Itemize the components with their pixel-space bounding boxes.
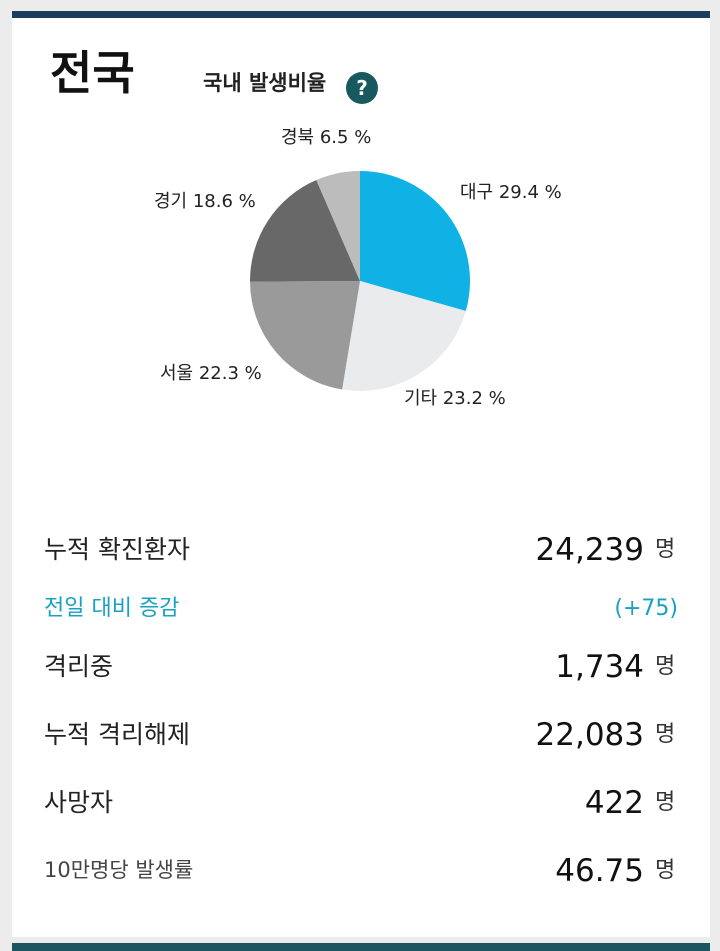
rate-value: 46.75 [555,853,644,889]
rate-label: 10만명당 발생률 [44,858,194,882]
stats-card [12,12,710,937]
change-value: (+75) [614,596,678,621]
slice-label-seoul: 서울 22.3 % [160,363,262,384]
pie-slice-서울 [250,281,360,390]
isolating-label: 격리중 [44,652,114,681]
released-value: 22,083 [535,717,644,753]
deaths-label: 사망자 [44,788,114,817]
pie-chart [250,171,471,391]
isolating-value: 1,734 [555,649,644,685]
slice-label-gyeonggi: 경기 18.6 % [154,191,256,212]
chart-heading: 국내 발생비율 [203,71,327,95]
slice-label-daegu: 대구 29.4 % [460,182,562,203]
deaths-value: 422 [584,785,644,821]
deaths-unit: 명 [655,790,676,815]
change-label: 전일 대비 증감 [44,596,180,621]
region-title: 전국 [50,46,135,100]
cumulative-unit: 명 [655,537,676,562]
header-accent-bar [12,11,710,18]
isolating-unit: 명 [655,654,676,679]
footer-accent-bar [12,943,710,951]
released-unit: 명 [655,722,676,747]
cumulative-value: 24,239 [535,532,644,568]
pie-slice-경북 [316,171,360,281]
pie-slice-대구 [360,171,471,312]
pie-slice-경기 [250,180,360,282]
released-label: 누적 격리해제 [44,720,190,749]
rate-unit: 명 [655,858,676,883]
cumulative-label: 누적 확진환자 [44,535,190,564]
help-icon[interactable]: ? [346,72,378,104]
slice-label-other: 기타 23.2 % [404,388,506,409]
slice-label-gyeongbuk: 경북 6.5 % [281,127,372,148]
pie-slice-기타 [342,281,466,391]
